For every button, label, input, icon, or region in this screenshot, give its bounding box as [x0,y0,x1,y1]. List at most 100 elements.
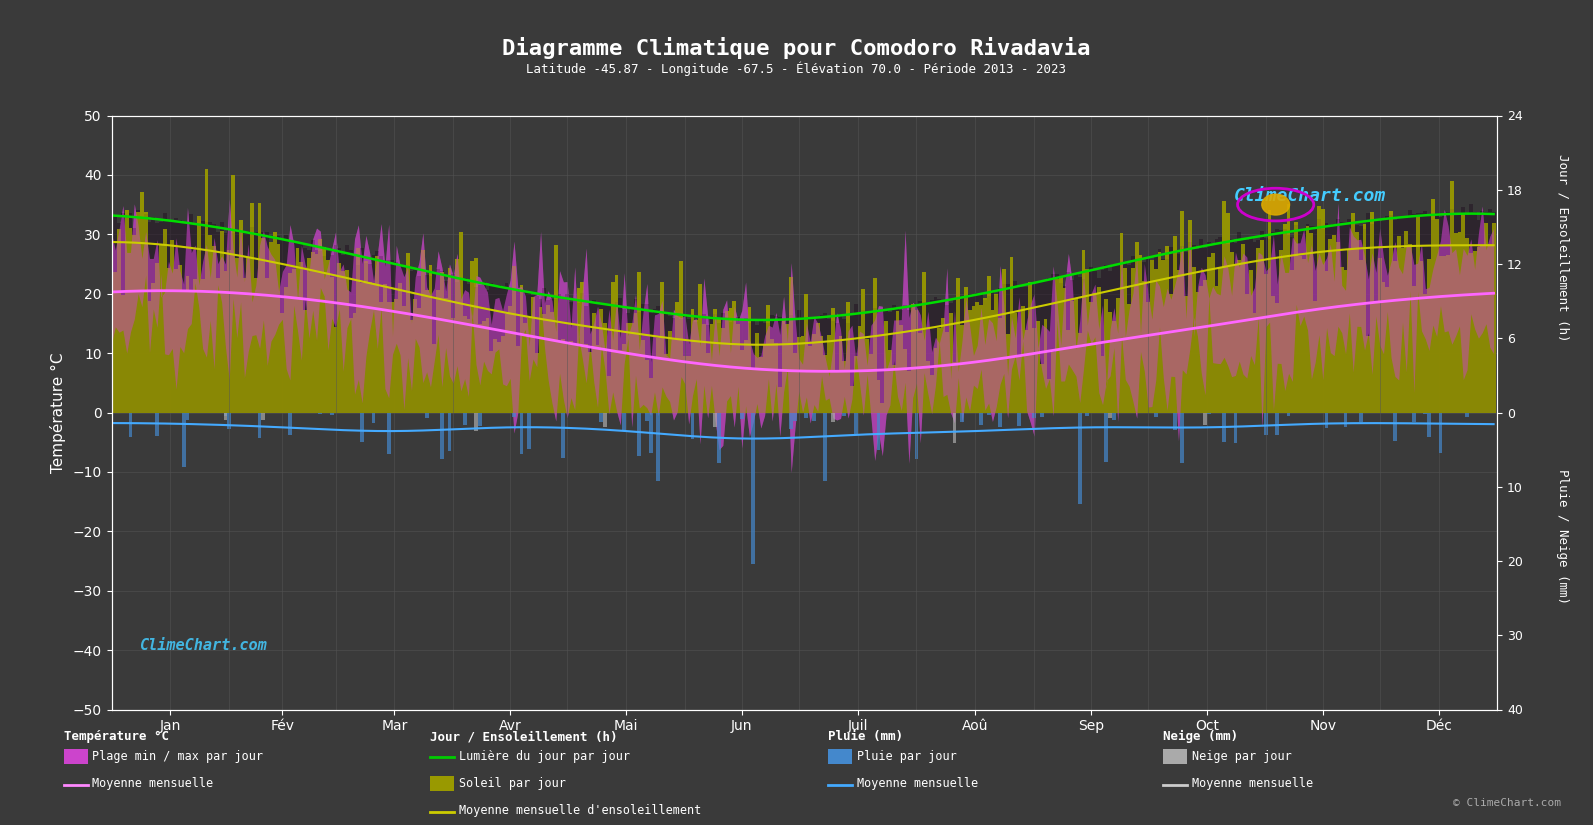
Bar [1177,270,1180,412]
Bar [1392,261,1397,412]
Bar [941,301,945,412]
Bar [1147,303,1150,412]
Bar [1192,266,1196,412]
Bar [1309,233,1313,412]
Bar [110,236,113,412]
Bar [758,320,763,412]
Bar [648,412,653,454]
Bar [914,412,919,459]
Bar [983,298,986,412]
Bar [596,345,599,412]
Bar [1115,298,1120,412]
Bar [1233,412,1238,443]
Bar [223,412,228,420]
Bar [1362,229,1367,412]
Bar [774,343,777,412]
Bar [1271,232,1276,412]
Bar [846,303,851,412]
Bar [277,236,280,412]
Bar [1203,412,1207,425]
Bar [1375,301,1378,412]
Bar [516,346,519,412]
Bar [425,275,429,412]
Bar [588,352,593,412]
Bar [1279,230,1282,412]
Bar [953,300,956,412]
Bar [758,357,763,412]
Bar [1161,260,1164,412]
Bar [618,350,623,412]
Bar [793,353,796,412]
Bar [672,318,675,412]
Bar [577,304,580,412]
Bar [193,279,198,412]
Bar [296,248,299,412]
Bar [744,318,747,412]
Bar [546,305,550,412]
Bar [1306,226,1309,412]
Bar [379,302,382,412]
Bar [1161,259,1164,412]
Bar [338,263,341,412]
Bar [280,313,284,412]
Bar [607,304,610,412]
Bar [766,305,771,412]
Bar [1131,268,1134,412]
Bar [1211,253,1214,412]
Bar [722,328,725,412]
Bar [1010,257,1013,412]
Bar [319,251,322,412]
Bar [508,288,511,412]
Bar [1446,255,1450,412]
Bar [1446,212,1450,412]
Bar [429,276,432,412]
Bar [1066,271,1070,412]
Bar [1153,412,1158,417]
Bar [876,412,881,450]
Bar [440,412,444,459]
Bar [333,327,338,412]
Bar [660,281,664,412]
Bar [1306,226,1309,412]
Bar [1343,222,1348,412]
Bar [884,321,887,412]
Bar [406,253,409,412]
Bar [634,299,637,412]
Bar [1298,231,1301,412]
Bar [1491,211,1496,412]
Bar [1257,248,1260,412]
Bar [967,294,972,412]
Bar [1040,280,1043,412]
Bar [1230,239,1233,412]
Bar [1219,268,1222,412]
Bar [110,236,113,412]
Bar [1294,221,1298,412]
Bar [185,276,190,412]
Bar [1392,412,1397,441]
Bar [322,256,327,412]
Bar [854,356,857,412]
Bar [113,215,118,412]
Bar [1150,260,1153,412]
Bar [824,356,827,412]
Bar [448,268,451,412]
Bar [1078,333,1082,412]
Bar [1048,380,1051,412]
Bar [1325,412,1329,428]
Bar [1169,295,1172,412]
Bar [307,258,311,412]
Bar [1348,250,1351,412]
Bar [543,314,546,412]
Bar [475,258,478,412]
Bar [1164,246,1169,412]
Bar [911,306,914,412]
Bar [124,215,129,412]
Bar [185,222,190,412]
Bar [1249,270,1252,412]
Bar [717,318,722,412]
Bar [1029,285,1032,412]
Bar [634,313,637,412]
Bar [261,232,266,412]
Bar [1480,247,1485,412]
Bar [1469,253,1474,412]
